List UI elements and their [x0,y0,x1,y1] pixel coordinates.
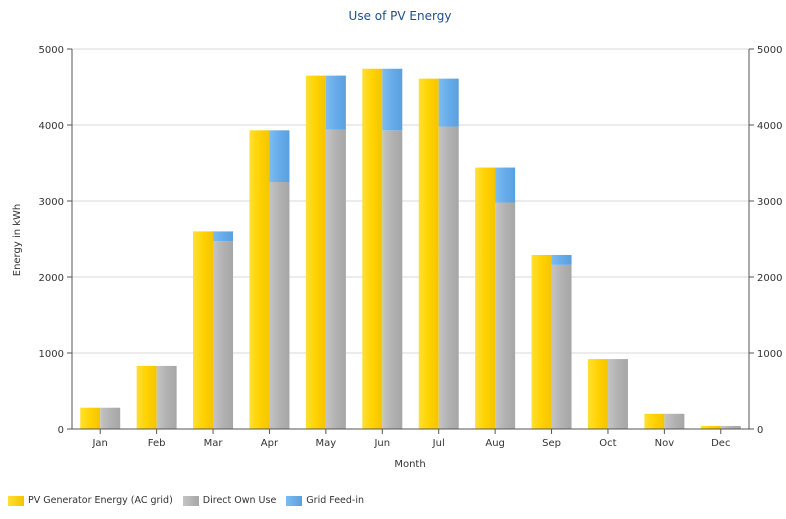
bar-direct-own-use-aug [495,202,516,429]
x-tick-label: Apr [261,438,279,449]
y-tick-label-left: 0 [58,425,64,436]
x-tick-label: Sep [542,438,561,449]
bar-pv-generator-jul [418,78,439,429]
legend-item[interactable]: Grid Feed-in [286,495,364,506]
bar-grid-feed-in-jul [438,78,459,127]
y-tick-label-right: 4000 [757,121,782,132]
bar-direct-own-use-jun [382,130,403,429]
y-tick-label-left: 3000 [39,197,64,208]
bar-direct-own-use-oct [607,359,628,429]
y-tick-label-right: 1000 [757,349,782,360]
gridlines [72,48,749,354]
y-tick-label-left: 1000 [39,349,64,360]
bar-direct-own-use-sep [551,264,572,429]
y-tick-label-left: 5000 [39,45,64,56]
bars [80,68,741,430]
x-tick-label: Aug [485,438,505,449]
x-tick-label: Jan [91,438,107,449]
bar-direct-own-use-mar [213,241,234,429]
x-tick-label: Feb [148,438,166,449]
y-tick-label-left: 2000 [39,273,64,284]
y-tick-label-right: 2000 [757,273,782,284]
x-tick-label: Nov [655,438,675,449]
legend-swatch [286,495,303,506]
bar-pv-generator-aug [475,167,496,429]
bar-grid-feed-in-apr [269,130,290,182]
bar-direct-own-use-nov [664,413,685,429]
x-tick-label: Mar [204,438,224,449]
bar-grid-feed-in-may [325,75,346,130]
legend-item[interactable]: Direct Own Use [182,495,277,506]
axes: 0 0 1000 1000 2000 2000 3000 3000 4000 4000 5000 50… [39,45,783,449]
legend-swatch [182,495,199,506]
y-tick-label-right: 0 [757,425,763,436]
bar-direct-own-use-jul [438,126,459,430]
legend-item[interactable]: PV Generator Energy (AC grid) [8,495,173,506]
bar-grid-feed-in-sep [551,254,572,265]
bar-pv-generator-apr [249,130,270,429]
legend-label: Direct Own Use [202,495,277,506]
bar-direct-own-use-apr [269,182,290,429]
bar-pv-generator-oct [587,359,608,429]
x-axis-label: Month [394,459,425,470]
bar-pv-generator-feb [136,365,157,429]
x-tick-label: Jun [373,438,390,449]
bar-direct-own-use-feb [156,365,177,429]
bar-pv-generator-mar [193,231,214,429]
legend-label: Grid Feed-in [306,495,365,506]
y-tick-label-left: 4000 [39,121,64,132]
bar-pv-generator-nov [644,413,665,429]
bar-grid-feed-in-mar [213,231,234,242]
legend-label: PV Generator Energy (AC grid) [28,495,173,506]
bar-pv-generator-may [305,75,326,429]
bar-direct-own-use-dec [720,425,741,429]
x-tick-label: Dec [711,438,730,449]
bar-pv-generator-jun [362,68,383,429]
chart-title: Use of PV Energy [349,9,452,23]
x-tick-label: Jul [432,438,445,449]
legend-swatch [8,495,24,506]
legend: PV Generator Energy (AC grid) Direct Own … [8,495,364,506]
x-tick-label: Oct [599,438,616,449]
y-tick-label-right: 5000 [757,45,782,56]
bar-direct-own-use-jan [100,407,121,429]
bar-direct-own-use-may [325,129,346,429]
bar-grid-feed-in-jun [382,68,403,131]
x-tick-label: May [316,438,337,449]
bar-pv-generator-sep [531,254,552,429]
y-axis-label: Energy in kWh [12,204,23,277]
bar-pv-generator-jan [80,407,101,429]
y-tick-label-right: 3000 [757,197,782,208]
bar-grid-feed-in-aug [495,167,516,203]
bar-pv-generator-dec [700,425,721,429]
